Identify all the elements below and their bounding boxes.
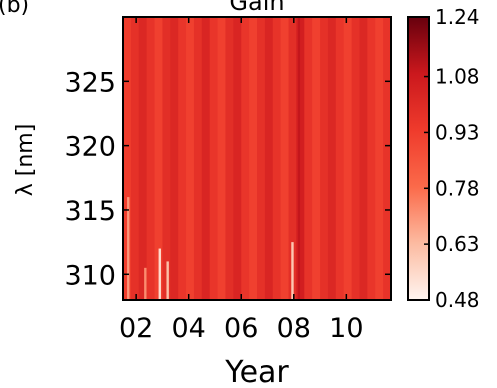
heatmap-column bbox=[170, 17, 179, 300]
low-gain-streak bbox=[127, 197, 130, 300]
heatmap-column bbox=[257, 17, 266, 300]
heatmap-column bbox=[312, 17, 321, 300]
y-tick-label: 310 bbox=[64, 260, 116, 291]
heatmap-column bbox=[383, 17, 391, 300]
heatmap-column bbox=[288, 17, 298, 300]
heatmap-column bbox=[233, 17, 242, 300]
plot-frame bbox=[122, 16, 392, 301]
colorbar-tick-label: 1.24 bbox=[435, 5, 480, 29]
heatmap-column bbox=[280, 17, 290, 300]
heatmap-column bbox=[193, 17, 203, 300]
heatmap-column bbox=[138, 17, 148, 300]
high-gain-line bbox=[298, 17, 301, 300]
heatmap-column bbox=[241, 17, 250, 300]
heatmap-column bbox=[162, 17, 171, 300]
chart-title: Gain bbox=[229, 0, 284, 16]
heatmap-column bbox=[217, 17, 227, 300]
colorbar bbox=[407, 16, 430, 301]
heatmap-cells bbox=[123, 17, 391, 300]
y-tick-label: 320 bbox=[64, 132, 116, 163]
heatmap-column bbox=[335, 17, 345, 300]
colorbar-tick-label: 1.08 bbox=[435, 65, 480, 89]
x-axis-ticks: 02 04 06 08 10 bbox=[119, 17, 364, 344]
heatmap-column bbox=[367, 17, 376, 300]
heatmap-column bbox=[343, 17, 353, 300]
low-gain-streak bbox=[144, 267, 147, 300]
y-tick-label: 315 bbox=[64, 196, 116, 227]
heatmap-column bbox=[320, 17, 329, 300]
y-tick-label: 325 bbox=[64, 67, 116, 98]
heatmap-column bbox=[225, 17, 234, 300]
panel-label: (b) bbox=[0, 0, 29, 18]
heatmap-column bbox=[130, 17, 140, 300]
colorbar-tick-label: 0.63 bbox=[435, 232, 480, 256]
heatmap-column bbox=[296, 17, 305, 300]
heatmap-column bbox=[249, 17, 258, 300]
y-axis-ticks: 310 315 320 325 bbox=[64, 67, 391, 291]
heatmap-column bbox=[375, 17, 384, 300]
heatmap-column bbox=[154, 17, 164, 300]
x-tick-label: 06 bbox=[224, 313, 258, 344]
heatmap-column bbox=[186, 17, 195, 300]
colorbar-tick-label: 0.93 bbox=[435, 120, 480, 144]
x-tick-label: 04 bbox=[172, 313, 206, 344]
heatmap-column bbox=[264, 17, 274, 300]
heatmap-column bbox=[351, 17, 361, 300]
x-tick-label: 10 bbox=[329, 313, 363, 344]
heatmap-column bbox=[178, 17, 187, 300]
colorbar-tick-label: 0.78 bbox=[435, 176, 480, 200]
heatmap-column bbox=[327, 17, 337, 300]
heatmap-column bbox=[209, 17, 219, 300]
heatmap-column bbox=[123, 17, 132, 300]
x-tick-label: 08 bbox=[277, 313, 311, 344]
heatmap-column bbox=[146, 17, 156, 300]
heatmap-column bbox=[304, 17, 313, 300]
heatmap-column bbox=[359, 17, 368, 300]
heatmap-column bbox=[272, 17, 282, 300]
low-gain-streak bbox=[291, 242, 294, 300]
colorbar-tick-label: 0.48 bbox=[435, 288, 480, 312]
colorbar-ticks: 0.48 0.63 0.78 0.93 1.08 1.24 bbox=[424, 5, 480, 312]
x-axis-label: Year bbox=[224, 355, 289, 388]
low-gain-streak bbox=[158, 248, 161, 300]
x-tick-label: 02 bbox=[119, 313, 153, 344]
y-axis-label: λ [nm] bbox=[13, 124, 38, 197]
heatmap-column bbox=[201, 17, 211, 300]
low-gain-streak bbox=[166, 261, 169, 300]
